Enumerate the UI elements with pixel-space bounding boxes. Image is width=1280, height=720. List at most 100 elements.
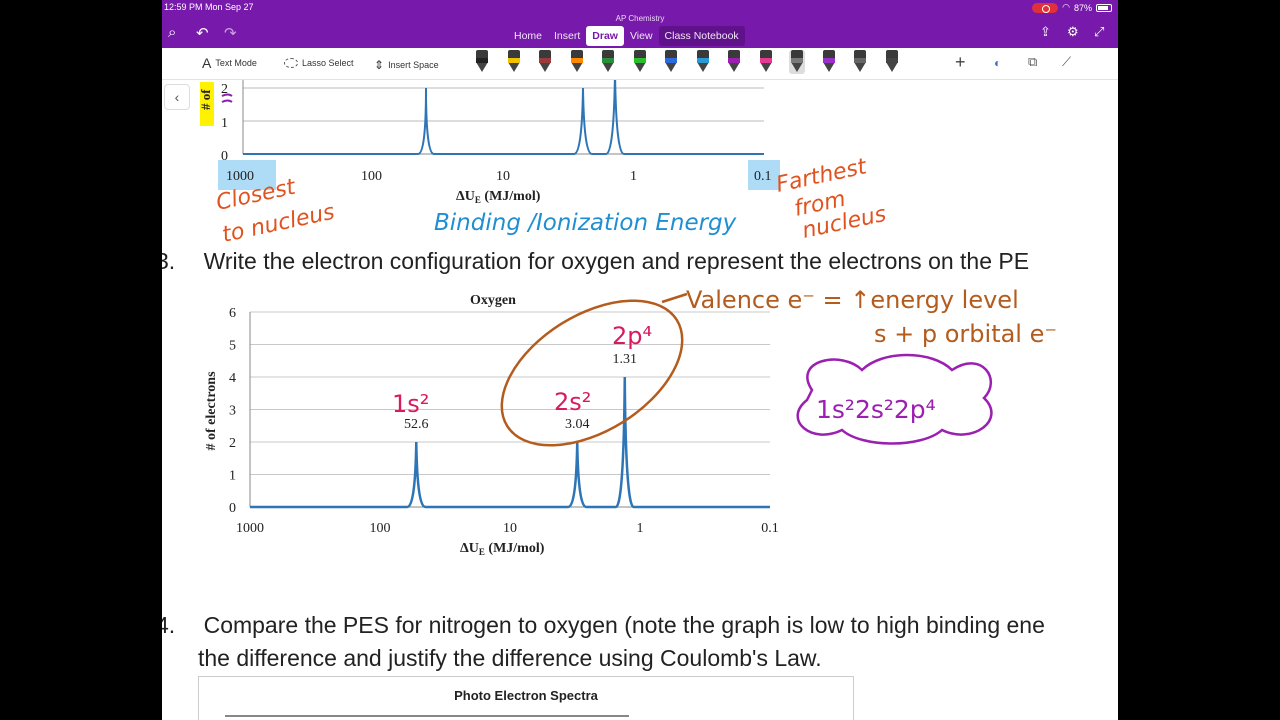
y-tick-label: 1: [229, 469, 236, 484]
lasso-select-button[interactable]: Lasso Select: [284, 58, 354, 68]
top-chart-ylabel: # of: [198, 89, 213, 110]
ink-binding-energy: Binding /Ionization Energy: [434, 210, 737, 236]
top-xtick: 1000: [226, 169, 254, 184]
top-ytick: 2: [221, 82, 228, 97]
x-tick-label: 1000: [236, 521, 264, 536]
y-tick-label: 2: [229, 436, 236, 451]
y-tick-label: 4: [229, 371, 236, 386]
undo-icon[interactable]: ↶: [196, 25, 209, 42]
back-button[interactable]: ‹: [164, 84, 190, 110]
ink-1s2: 1s²: [392, 390, 429, 418]
tab-insert[interactable]: Insert: [554, 30, 581, 42]
status-indicators: ◠ 87%: [1032, 2, 1112, 13]
top-chart: # of 2 1 0 1000 100 10 1 0.1 ΔUE (MJ/mol…: [198, 80, 780, 205]
pen-tool[interactable]: [884, 50, 900, 74]
pen-tool[interactable]: [821, 50, 837, 74]
ink-equals: [221, 93, 233, 103]
add-pen-icon[interactable]: +: [955, 52, 966, 72]
y-tick-label: 0: [229, 501, 236, 516]
share-icon[interactable]: ⇪: [1040, 24, 1051, 39]
top-ytick: 1: [221, 116, 228, 131]
pen-palette: [474, 50, 974, 78]
tab-draw[interactable]: Draw: [586, 26, 624, 46]
x-tick-label: 0.1: [761, 521, 779, 536]
ink-valence-circle: [500, 299, 684, 447]
pen-tool[interactable]: [852, 50, 868, 74]
app-title: AP Chemistry: [615, 14, 665, 23]
insert-space-button[interactable]: ⇕ Insert Space: [374, 58, 439, 72]
x-tick-label: 1: [637, 521, 644, 536]
y-tick-label: 5: [229, 339, 236, 354]
highlight-ylabel: [200, 82, 214, 126]
wifi-icon: ◠: [1062, 2, 1070, 12]
ink-arrow-line: [661, 292, 688, 304]
shapes-icon[interactable]: ◐: [994, 56, 1002, 70]
settings-gear-icon[interactable]: ⚙: [1067, 24, 1079, 39]
question-3: 3. Write the electron configuration for …: [162, 248, 1029, 275]
x-tick-label: 100: [370, 521, 391, 536]
peak-data-label: 52.6: [404, 417, 429, 432]
chevron-left-icon: ‹: [174, 89, 180, 105]
lasso-select-label: Lasso Select: [302, 58, 354, 68]
expand-icon[interactable]: ⤢: [1094, 24, 1105, 39]
text-mode-button[interactable]: A Text Mode: [202, 55, 257, 71]
lasso-icon: [284, 58, 298, 68]
top-xtick: 0.1: [754, 169, 772, 184]
peak-labels: 52.6 3.04 1.31: [404, 352, 637, 432]
x-ticks: 1000 100 10 1 0.1: [236, 521, 779, 536]
pen-tool[interactable]: [726, 50, 742, 74]
question-3-number: 3.: [162, 248, 176, 274]
ink-valence: Valence e⁻ = ↑energy level: [686, 286, 1019, 314]
screen-record-icon: [1032, 2, 1059, 13]
y-ticks: 0 1 2 3 4 5 6: [229, 306, 236, 516]
y-tick-label: 6: [229, 306, 236, 321]
pen-tool[interactable]: [758, 50, 774, 74]
spectrum-line: [250, 376, 770, 509]
battery-icon: [1096, 3, 1112, 12]
pen-tool[interactable]: [537, 50, 553, 74]
tab-view[interactable]: View: [629, 30, 653, 42]
text-mode-icon: A: [202, 55, 212, 71]
question-4-line1: Compare the PES for nitrogen to oxygen (…: [203, 612, 1045, 638]
chart-title: Oxygen: [470, 293, 516, 308]
pen-tool[interactable]: [506, 50, 522, 74]
pen-tool[interactable]: [569, 50, 585, 74]
tab-home[interactable]: Home: [514, 30, 543, 42]
top-xtick: 100: [361, 169, 382, 184]
top-ink-layer: Closest to nucleus Binding /Ionization E…: [214, 154, 888, 248]
x-tick-label: 10: [503, 521, 517, 536]
text-mode-label: Text Mode: [215, 58, 257, 68]
tab-class-notebook[interactable]: Class Notebook: [658, 26, 745, 46]
pen-tool[interactable]: [600, 50, 616, 74]
top-xlabel: ΔUE (MJ/mol): [456, 189, 541, 205]
top-xtick: 1: [630, 169, 637, 184]
nitrogen-oxygen-pes-figure: Photo Electron Spectra: [198, 676, 854, 720]
insert-space-icon: ⇕: [374, 58, 385, 72]
redo-icon[interactable]: ↷: [224, 25, 237, 42]
search-icon[interactable]: ⌕: [168, 24, 177, 41]
pen-tool[interactable]: [789, 50, 805, 74]
ribbon-tabs: Home Insert Draw View Class Notebook: [508, 26, 745, 46]
pen-tool[interactable]: [695, 50, 711, 74]
pen-tool[interactable]: [632, 50, 648, 74]
highlight-0.1: [748, 160, 780, 190]
battery-percent: 87%: [1073, 2, 1092, 13]
figure-title: Photo Electron Spectra: [454, 688, 598, 703]
question-4-line2: the difference and justify the differenc…: [198, 645, 822, 671]
peak-data-label: 3.04: [565, 417, 590, 432]
top-ytick: 0: [221, 149, 228, 164]
figure-axis-line: [225, 715, 629, 717]
pen-tool[interactable]: [474, 50, 490, 74]
ink-to-shape-icon[interactable]: ⧉: [1028, 54, 1038, 69]
insert-space-label: Insert Space: [388, 60, 439, 70]
top-spectrum-line: [243, 80, 764, 155]
peak-data-label: 1.31: [613, 352, 638, 367]
question-3-text: Write the electron configuration for oxy…: [203, 248, 1030, 274]
highlight-1000: [218, 160, 276, 190]
draw-ribbon: A Text Mode Lasso Select ⇕ Insert Space …: [162, 48, 1118, 80]
ruler-icon[interactable]: ⟋: [1062, 54, 1072, 69]
ink-config: 1s²2s²2p⁴: [816, 395, 936, 424]
y-axis-label: # of electrons: [204, 371, 219, 451]
status-time: 12:59 PM Mon Sep 27: [164, 2, 254, 12]
pen-tool[interactable]: [663, 50, 679, 74]
